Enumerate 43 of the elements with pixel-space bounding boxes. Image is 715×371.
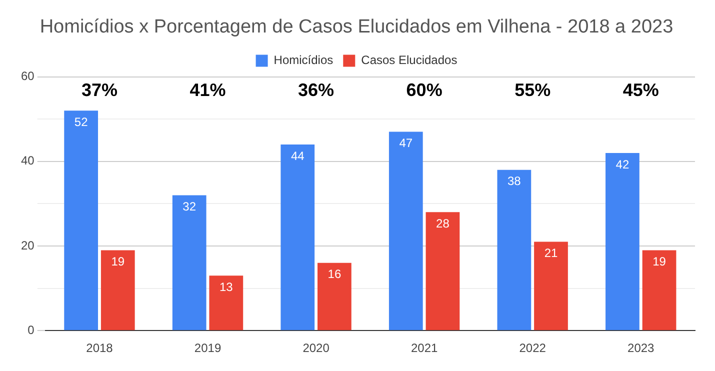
annotation: 55%: [514, 80, 551, 100]
data-label: 19: [652, 254, 666, 269]
data-label: 21: [544, 246, 558, 260]
bar: [209, 276, 244, 330]
bar: [426, 212, 460, 330]
x-tick-label: 2021: [410, 341, 438, 356]
bar: [497, 170, 532, 330]
y-tick-label: 40: [20, 154, 35, 168]
y-tick-label: 60: [20, 69, 35, 84]
x-tick-label: 2020: [302, 341, 330, 356]
data-label: 44: [290, 148, 305, 163]
chart-title: Homicídios x Porcentagem de Casos Elucidados em Vilhena - 2018 a 2023: [40, 16, 674, 38]
bar: [642, 250, 676, 330]
bar: [172, 195, 206, 330]
data-label: 32: [182, 200, 196, 214]
y-tick-label: 20: [20, 238, 35, 252]
bar: [534, 242, 568, 330]
x-tick-label: 2023: [628, 341, 655, 356]
annotation: 36%: [298, 80, 334, 100]
y-tick-label: 0: [28, 322, 35, 337]
bar: [64, 110, 98, 330]
data-label: 13: [219, 280, 234, 294]
data-label: 42: [616, 157, 630, 172]
annotation: 60%: [406, 80, 442, 100]
bar: [606, 152, 640, 330]
legend-label: Homicídios: [274, 53, 334, 68]
data-label: 38: [508, 174, 522, 188]
bar: [280, 144, 315, 330]
data-label: 47: [399, 136, 413, 150]
annotation: 41%: [190, 80, 226, 100]
data-label: 19: [111, 254, 125, 269]
bar: [100, 250, 135, 330]
annotation: 37%: [81, 80, 118, 100]
data-label: 16: [328, 267, 342, 282]
bar: [388, 132, 423, 330]
x-tick-label: 2018: [86, 341, 114, 356]
annotation: 45%: [622, 80, 659, 100]
x-tick-label: 2022: [519, 341, 546, 356]
data-label: 52: [74, 114, 88, 129]
bar: [318, 262, 352, 330]
data-label: 28: [436, 216, 450, 230]
x-tick-label: 2019: [194, 341, 222, 356]
legend-label: Casos Elucidados: [361, 53, 458, 68]
